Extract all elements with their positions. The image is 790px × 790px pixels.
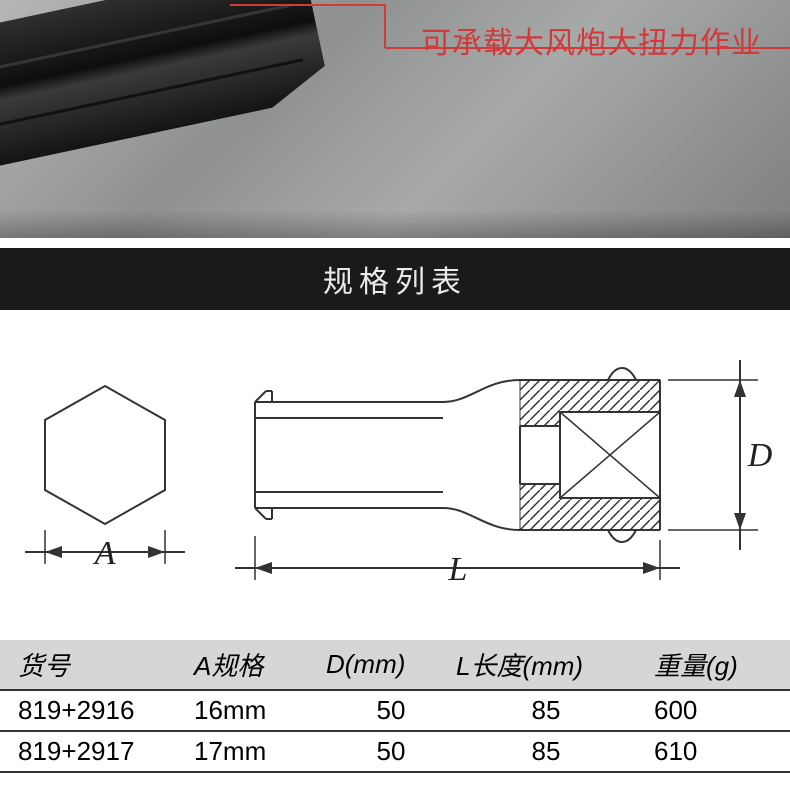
col-header: A规格 [176,640,326,690]
cell: 610 [636,731,790,772]
col-header: L长度(mm) [456,640,636,690]
side-view: D L [235,360,773,588]
spec-diagram: A [0,310,790,640]
hero-shadow [0,210,790,238]
table-header-row: 货号 A规格 D(mm) L长度(mm) 重量(g) [0,640,790,690]
section-title: 规格列表 [0,248,790,310]
svg-text:L: L [448,551,468,588]
cell: 600 [636,690,790,731]
svg-text:D: D [747,437,773,474]
hex-bit-shape [0,0,396,204]
table-row: 819+2916 16mm 50 85 600 [0,690,790,731]
cell: 85 [456,690,636,731]
hero-callout-text: 可承载大风炮大扭力作业 [421,18,762,62]
cell: 50 [326,731,456,772]
cell: 50 [326,690,456,731]
divider [0,238,790,248]
cell: 85 [456,731,636,772]
hexagon-front-view: A [25,386,185,572]
spec-table: 货号 A规格 D(mm) L长度(mm) 重量(g) 819+2916 16mm… [0,640,790,773]
col-header: D(mm) [326,640,456,690]
cell: 17mm [176,731,326,772]
cell: 819+2917 [0,731,176,772]
col-header: 重量(g) [636,640,790,690]
hero-photo: 可承载大风炮大扭力作业 [0,0,790,238]
cell: 819+2916 [0,690,176,731]
cell: 16mm [176,690,326,731]
col-header: 货号 [0,640,176,690]
svg-text:A: A [93,535,116,572]
table-row: 819+2917 17mm 50 85 610 [0,731,790,772]
